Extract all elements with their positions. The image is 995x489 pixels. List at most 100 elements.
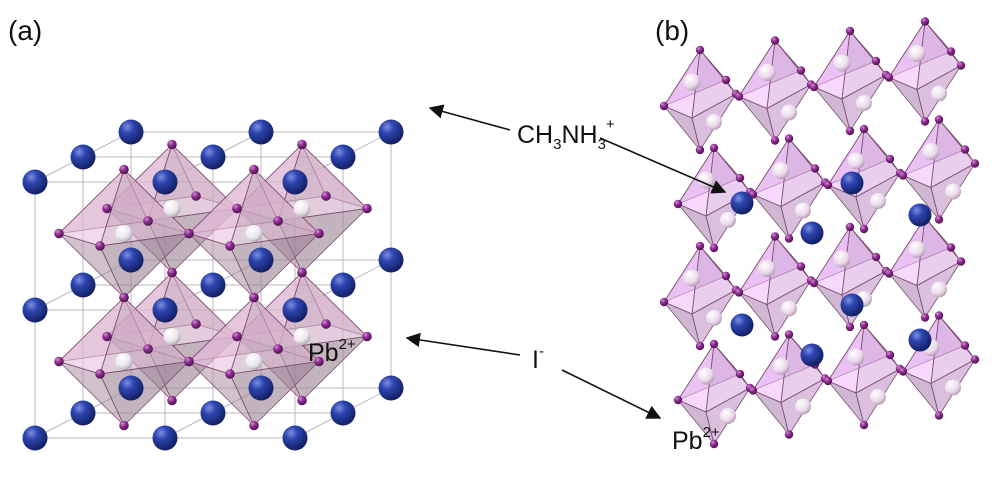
iodide-sphere: [362, 331, 372, 342]
lead-sphere: [781, 300, 797, 317]
methylammonium-sphere: [200, 144, 226, 170]
methylammonium-sphere: [70, 144, 96, 170]
lead-sphere: [697, 367, 715, 385]
iodide-sphere: [770, 36, 780, 45]
arrow-iodide-a: [405, 332, 521, 356]
lead-sphere: [795, 202, 811, 219]
lead-sphere: [847, 152, 865, 170]
lead-sphere: [758, 260, 776, 277]
iodide-sphere: [695, 145, 705, 155]
methylammonium-sphere: [200, 400, 226, 426]
iodide-sphere: [232, 331, 242, 342]
iodide-sphere: [784, 234, 794, 243]
iodide-sphere: [796, 262, 806, 271]
pbi6-octahedra: [57, 143, 369, 427]
lead-sphere: [772, 162, 790, 179]
iodide-sphere: [184, 356, 194, 367]
iodide-sphere: [167, 267, 177, 278]
methylammonium-sphere: [70, 272, 96, 298]
iodide-sphere: [884, 73, 894, 82]
iodide-sphere: [191, 191, 201, 201]
lead-sphere: [847, 348, 865, 366]
lead-b-charge: 2+: [703, 424, 720, 441]
iodide-sphere: [823, 180, 833, 190]
lead-sphere: [856, 95, 872, 111]
lead-sphere: [163, 328, 181, 345]
iodide-sphere: [184, 228, 194, 239]
iodide-sphere: [946, 243, 956, 252]
iodide-sphere: [845, 26, 855, 36]
iodide-sphere: [956, 61, 966, 70]
lead-sphere: [758, 64, 776, 81]
methylammonium-sphere: [908, 203, 932, 227]
iodide-sphere: [673, 395, 683, 405]
lead-sphere: [772, 358, 790, 375]
iodide-sphere: [734, 92, 744, 101]
iodide-sphere: [143, 216, 153, 226]
iodide-sphere: [859, 320, 869, 330]
methylammonium-sphere: [248, 247, 274, 273]
methylammonium-sphere: [282, 169, 308, 195]
lead-sphere: [931, 85, 947, 102]
methylammonium-sphere: [730, 191, 754, 215]
lead-sphere: [931, 281, 947, 298]
methylammonium-sphere: [248, 119, 274, 145]
iodide-sphere: [95, 369, 105, 379]
iodide-sphere: [970, 355, 980, 364]
iodide-sphere: [885, 154, 895, 164]
lead-a-base: Pb: [308, 339, 339, 367]
iodide-sphere: [784, 430, 794, 439]
methylammonium-sphere: [118, 119, 144, 145]
iodide-sphere: [735, 173, 745, 183]
iodide-sphere: [273, 216, 283, 226]
iodide-sphere: [709, 339, 719, 349]
iodide-sphere: [54, 228, 64, 239]
iodide-label: I-: [532, 343, 544, 374]
atoms: [659, 17, 980, 449]
iodide-sphere: [796, 66, 806, 75]
iodide-sphere: [695, 341, 705, 351]
iodide-sphere: [102, 331, 112, 342]
iodide-sphere: [273, 344, 283, 354]
iodide-sphere: [54, 356, 64, 367]
lead-sphere: [115, 353, 133, 370]
iodide-sphere: [748, 386, 758, 395]
methylammonium-sphere: [282, 297, 308, 323]
tetragonal-structure-panel-b: [659, 17, 980, 449]
iodide-sphere: [823, 376, 833, 386]
methylammonium-label: CH3NH3+: [517, 116, 615, 153]
iodide-sphere: [859, 420, 869, 430]
iodide-sphere: [784, 330, 794, 339]
methylammonium-sphere: [118, 247, 144, 273]
lead-sphere: [870, 193, 886, 209]
iodide-sphere: [297, 395, 307, 406]
atoms: [22, 119, 404, 451]
lead-sphere: [293, 200, 311, 217]
iodide-sphere: [809, 82, 819, 92]
lead-sphere: [293, 328, 311, 345]
methylammonium-sphere: [200, 272, 226, 298]
iodide-sphere: [314, 356, 324, 367]
iodide-sphere: [960, 145, 970, 154]
iodide-sphere: [709, 243, 719, 253]
lead-sphere: [922, 143, 940, 160]
iodide-sphere: [249, 292, 259, 303]
cubic-structure-panel-a: [22, 119, 404, 451]
methylammonium-sphere: [908, 328, 932, 352]
methylammonium-sphere: [730, 313, 754, 337]
iodide-sphere: [784, 134, 794, 143]
octahedron-face: [99, 232, 191, 299]
iodide-sphere: [845, 222, 855, 232]
iodide-sphere: [314, 228, 324, 239]
iodide-sphere: [249, 420, 259, 431]
iodide-sphere: [934, 115, 944, 124]
iodide-sphere: [167, 139, 177, 150]
methylammonium-sphere: [378, 247, 404, 273]
methylammonium-sub2: 3: [598, 136, 606, 153]
iodide-sphere: [845, 322, 855, 332]
iodide-sphere: [770, 232, 780, 241]
lead-sphere: [245, 353, 263, 370]
iodide-sphere: [871, 56, 881, 66]
methylammonium-sphere: [800, 221, 824, 245]
lead-sphere: [706, 114, 722, 130]
